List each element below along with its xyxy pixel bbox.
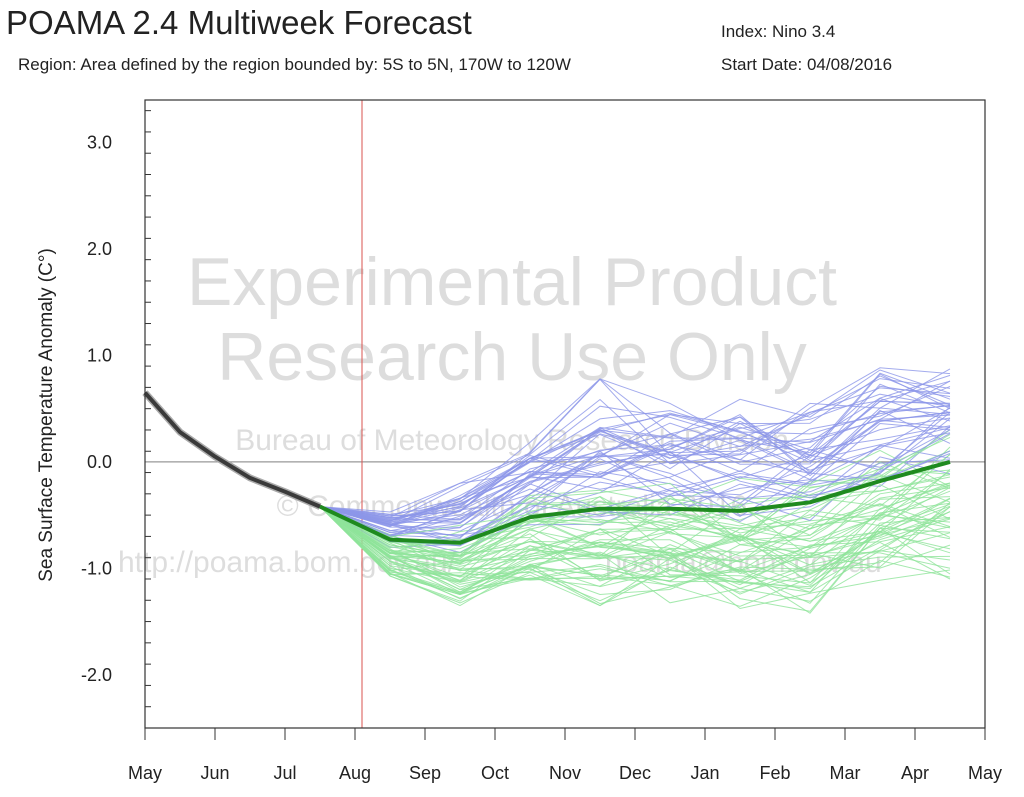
watermark-line2: Research Use Only (217, 319, 807, 395)
ensemble-member-line (319, 409, 951, 537)
ensemble-member-line (319, 498, 951, 591)
x-tick-label: Jan (690, 763, 719, 783)
chart-title: POAMA 2.4 Multiweek Forecast (6, 4, 472, 41)
ensemble-member-line (319, 454, 951, 565)
ensemble-member-line (319, 506, 951, 586)
ensemble-member-line (319, 416, 951, 528)
x-tick-label: Aug (339, 763, 371, 783)
ensemble-member-line (319, 372, 951, 527)
x-tick-label: Dec (619, 763, 651, 783)
ensemble-member-line (319, 450, 951, 537)
ensemble-members (319, 367, 951, 614)
ensemble-member-line (319, 422, 951, 538)
ensemble-member-line (319, 503, 951, 582)
y-axis-label: Sea Surface Temperature Anomaly (C°) (36, 248, 57, 582)
ensemble-member-line (319, 375, 951, 528)
x-tick-label: Apr (901, 763, 929, 783)
ensemble-member-line (319, 380, 951, 517)
ensemble-member-line (319, 506, 951, 614)
y-tick-label: 3.0 (87, 133, 112, 153)
ensemble-member-line (319, 506, 951, 582)
plot-frame (144, 99, 986, 729)
ensemble-member-line (319, 452, 951, 545)
ensemble-member-line (319, 369, 951, 513)
ensemble-member-line (319, 506, 951, 593)
x-tick-label: Jun (200, 763, 229, 783)
ensemble-member-line (319, 374, 951, 523)
x-tick-label: Sep (409, 763, 441, 783)
observed-line (143, 391, 321, 509)
start-date-label: Start Date: 04/08/2016 (721, 55, 893, 74)
ensemble-member-line (319, 450, 951, 564)
ensemble-member-line (319, 506, 951, 607)
x-tick-label: May (128, 763, 162, 783)
ensemble-member-line (319, 378, 951, 526)
x-tick-label: Feb (759, 763, 790, 783)
y-tick-label: 0.0 (87, 452, 112, 472)
ensemble-member-line (319, 506, 951, 604)
ensemble-member-line (319, 470, 951, 572)
ensemble-member-line (319, 418, 951, 539)
ensemble-member-line (319, 506, 951, 602)
x-tick-label: Jul (273, 763, 296, 783)
ensemble-mean-line (319, 459, 951, 545)
ensemble-member-line (319, 367, 951, 526)
y-tick-label: 2.0 (87, 239, 112, 259)
region-label: Region: Area defined by the region bound… (18, 55, 571, 74)
ensemble-member-line (319, 429, 951, 557)
ensemble-member-line (319, 496, 951, 578)
ensemble-member-line (319, 487, 951, 560)
index-label: Index: Nino 3.4 (721, 22, 836, 41)
x-tick-label: Nov (549, 763, 581, 783)
watermark-line1: Experimental Product (187, 244, 837, 320)
ensemble-member-line (319, 407, 951, 520)
y-tick-label: -2.0 (81, 665, 112, 685)
ensemble-member-line (319, 474, 951, 557)
x-tick-label: May (968, 763, 1002, 783)
y-tick-label: 1.0 (87, 345, 112, 365)
ensemble-member-line (319, 383, 951, 521)
ensemble-member-line (319, 368, 951, 519)
x-tick-label: Mar (830, 763, 861, 783)
ensemble-member-line (319, 502, 951, 595)
ensemble-member-line (319, 446, 951, 556)
ensemble-member-line (319, 436, 951, 538)
ensemble-member-line (319, 469, 951, 583)
ensemble-member-line (319, 373, 951, 515)
ensemble-member-line (319, 503, 951, 612)
y-tick-label: -1.0 (81, 558, 112, 578)
x-tick-label: Oct (481, 763, 509, 783)
ensemble-member-line (319, 385, 951, 517)
